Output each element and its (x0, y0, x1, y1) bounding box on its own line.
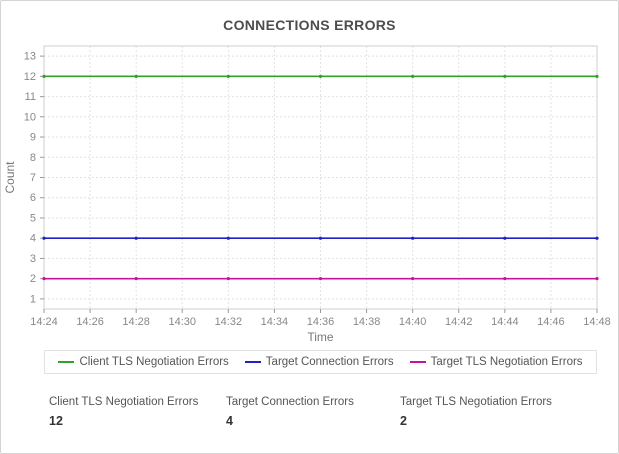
svg-text:14:26: 14:26 (76, 316, 104, 328)
svg-text:14:36: 14:36 (307, 316, 335, 328)
svg-text:6: 6 (30, 192, 36, 204)
svg-text:14:44: 14:44 (491, 316, 519, 328)
svg-text:1: 1 (30, 293, 36, 305)
svg-text:4: 4 (30, 233, 36, 245)
svg-text:9: 9 (30, 132, 36, 144)
svg-text:2: 2 (30, 273, 36, 285)
svg-text:8: 8 (30, 152, 36, 164)
svg-text:10: 10 (24, 111, 36, 123)
svg-text:14:24: 14:24 (30, 316, 58, 328)
svg-text:5: 5 (30, 212, 36, 224)
svg-text:13: 13 (24, 51, 36, 63)
svg-text:14:40: 14:40 (399, 316, 427, 328)
svg-text:14:48: 14:48 (583, 316, 611, 328)
svg-text:14:28: 14:28 (122, 316, 150, 328)
svg-text:14:42: 14:42 (445, 316, 473, 328)
svg-text:11: 11 (25, 91, 36, 103)
svg-text:14:30: 14:30 (168, 316, 196, 328)
svg-text:14:46: 14:46 (537, 316, 565, 328)
svg-text:7: 7 (30, 172, 36, 184)
svg-text:14:34: 14:34 (261, 316, 289, 328)
svg-text:14:32: 14:32 (215, 316, 243, 328)
svg-text:12: 12 (24, 71, 36, 83)
svg-text:14:38: 14:38 (353, 316, 381, 328)
svg-text:Count: Count (3, 161, 17, 194)
svg-text:3: 3 (30, 253, 36, 265)
svg-text:Time: Time (307, 330, 334, 341)
